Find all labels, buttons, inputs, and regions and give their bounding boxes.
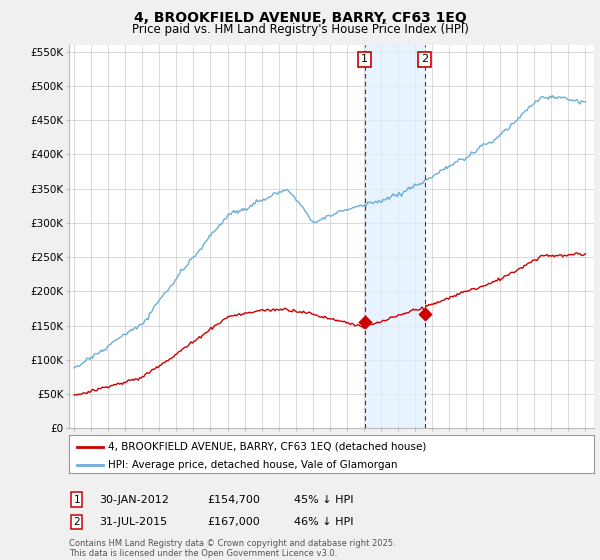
Text: 1: 1: [73, 494, 80, 505]
Text: 2: 2: [421, 54, 428, 64]
Text: 31-JUL-2015: 31-JUL-2015: [99, 517, 167, 527]
Text: 30-JAN-2012: 30-JAN-2012: [99, 494, 169, 505]
Text: 1: 1: [361, 54, 368, 64]
Text: 46% ↓ HPI: 46% ↓ HPI: [294, 517, 353, 527]
Text: 4, BROOKFIELD AVENUE, BARRY, CF63 1EQ: 4, BROOKFIELD AVENUE, BARRY, CF63 1EQ: [134, 11, 466, 25]
Text: 45% ↓ HPI: 45% ↓ HPI: [294, 494, 353, 505]
Text: Price paid vs. HM Land Registry's House Price Index (HPI): Price paid vs. HM Land Registry's House …: [131, 23, 469, 36]
Text: HPI: Average price, detached house, Vale of Glamorgan: HPI: Average price, detached house, Vale…: [109, 460, 398, 470]
Text: 4, BROOKFIELD AVENUE, BARRY, CF63 1EQ (detached house): 4, BROOKFIELD AVENUE, BARRY, CF63 1EQ (d…: [109, 441, 427, 451]
Text: Contains HM Land Registry data © Crown copyright and database right 2025.
This d: Contains HM Land Registry data © Crown c…: [69, 539, 395, 558]
Text: 2: 2: [73, 517, 80, 527]
Bar: [365, 45, 425, 428]
Text: £154,700: £154,700: [207, 494, 260, 505]
Point: [420, 310, 430, 319]
Text: £167,000: £167,000: [207, 517, 260, 527]
Point: [360, 318, 370, 327]
